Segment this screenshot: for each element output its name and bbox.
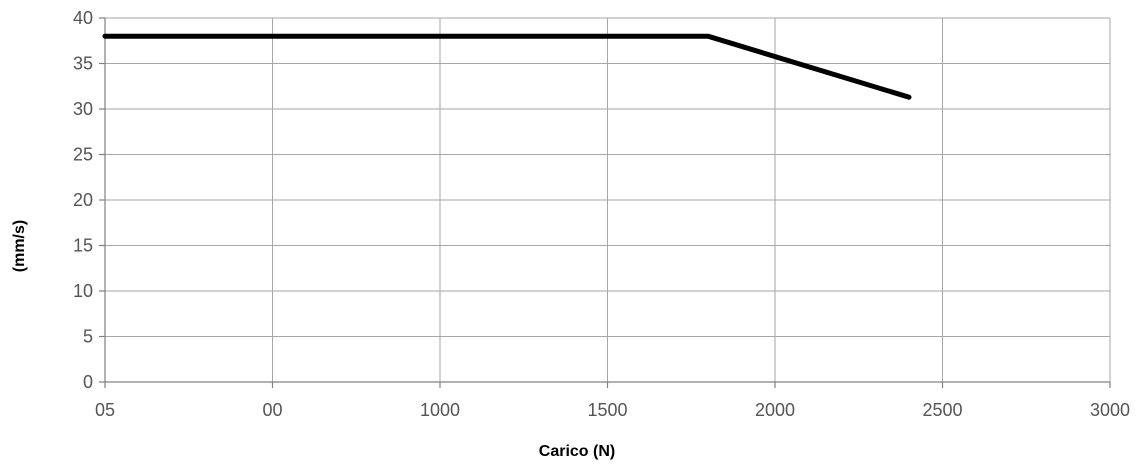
x-tick-label: 3000 xyxy=(1090,400,1130,420)
y-tick-label: 0 xyxy=(83,372,93,392)
x-tick-label: 1000 xyxy=(420,400,460,420)
x-axis-title: Carico (N) xyxy=(539,443,615,460)
y-tick-label: 25 xyxy=(73,145,93,165)
y-tick-label: 35 xyxy=(73,54,93,74)
x-tick-label: 1500 xyxy=(587,400,627,420)
x-tick-label: 2000 xyxy=(755,400,795,420)
grid xyxy=(105,17,1111,382)
y-tick-label: 10 xyxy=(73,281,93,301)
x-tick-label: 2500 xyxy=(922,400,962,420)
x-tick-label: 00 xyxy=(262,400,282,420)
y-tick-label: 30 xyxy=(73,99,93,119)
series-line xyxy=(102,33,912,100)
y-tick-label: 40 xyxy=(73,8,93,28)
series-layer xyxy=(102,33,912,100)
x-tick-label: 05 xyxy=(95,400,115,420)
y-tick-label: 20 xyxy=(73,190,93,210)
axes xyxy=(99,17,1111,388)
y-tick-label: 5 xyxy=(83,327,93,347)
y-tick-label: 15 xyxy=(73,236,93,256)
y-axis-title: (mm/s) xyxy=(11,220,28,272)
